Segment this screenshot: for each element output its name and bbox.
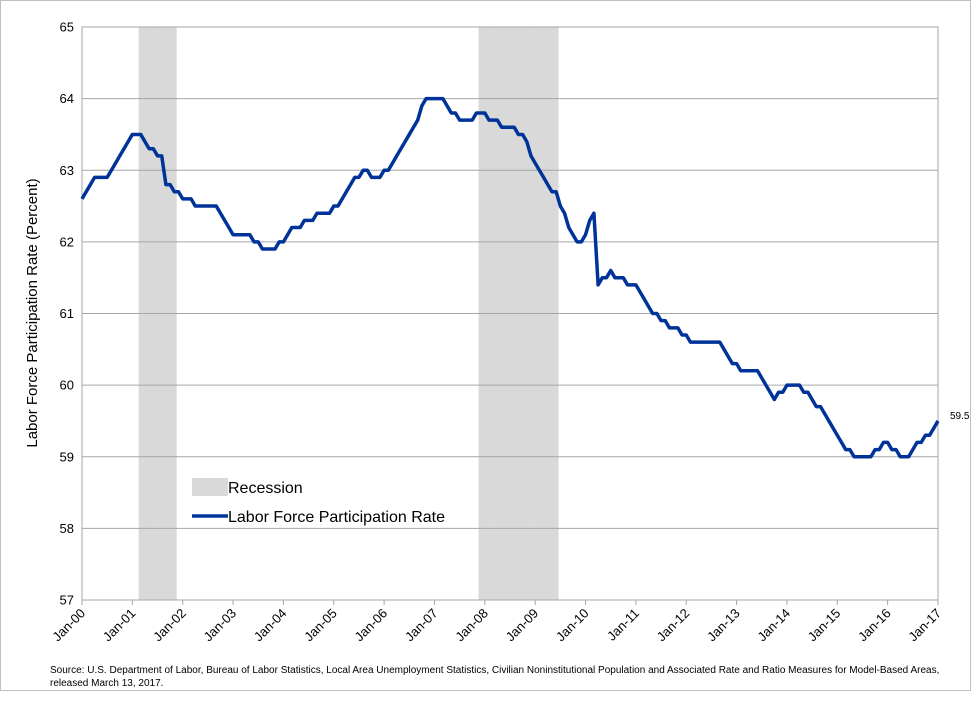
y-tick-label: 64: [60, 91, 74, 106]
note-box: Source: U.S. Department of Labor, Bureau…: [50, 665, 940, 689]
y-tick-label: 58: [60, 521, 74, 536]
plot-border: [81, 26, 939, 601]
y-tick-label: 65: [60, 20, 74, 35]
y-tick-label: 59: [60, 449, 74, 464]
end-value-label: 59.5: [950, 411, 970, 422]
data-line: [80, 96, 940, 459]
legend-label: Labor Force Participation Rate: [228, 509, 445, 526]
legend-label: Recession: [228, 480, 303, 497]
y-tick-label: 62: [60, 234, 74, 249]
y-tick-label: 63: [60, 163, 74, 178]
source-note: Source: U.S. Department of Labor, Bureau…: [50, 665, 940, 689]
y-axis-title: Labor Force Participation Rate (Percent): [24, 178, 41, 447]
y-tick-label: 61: [60, 306, 74, 321]
y-tick-label: 57: [60, 593, 74, 608]
legend-swatch: [192, 478, 228, 496]
y-tick-label: 60: [60, 378, 74, 393]
